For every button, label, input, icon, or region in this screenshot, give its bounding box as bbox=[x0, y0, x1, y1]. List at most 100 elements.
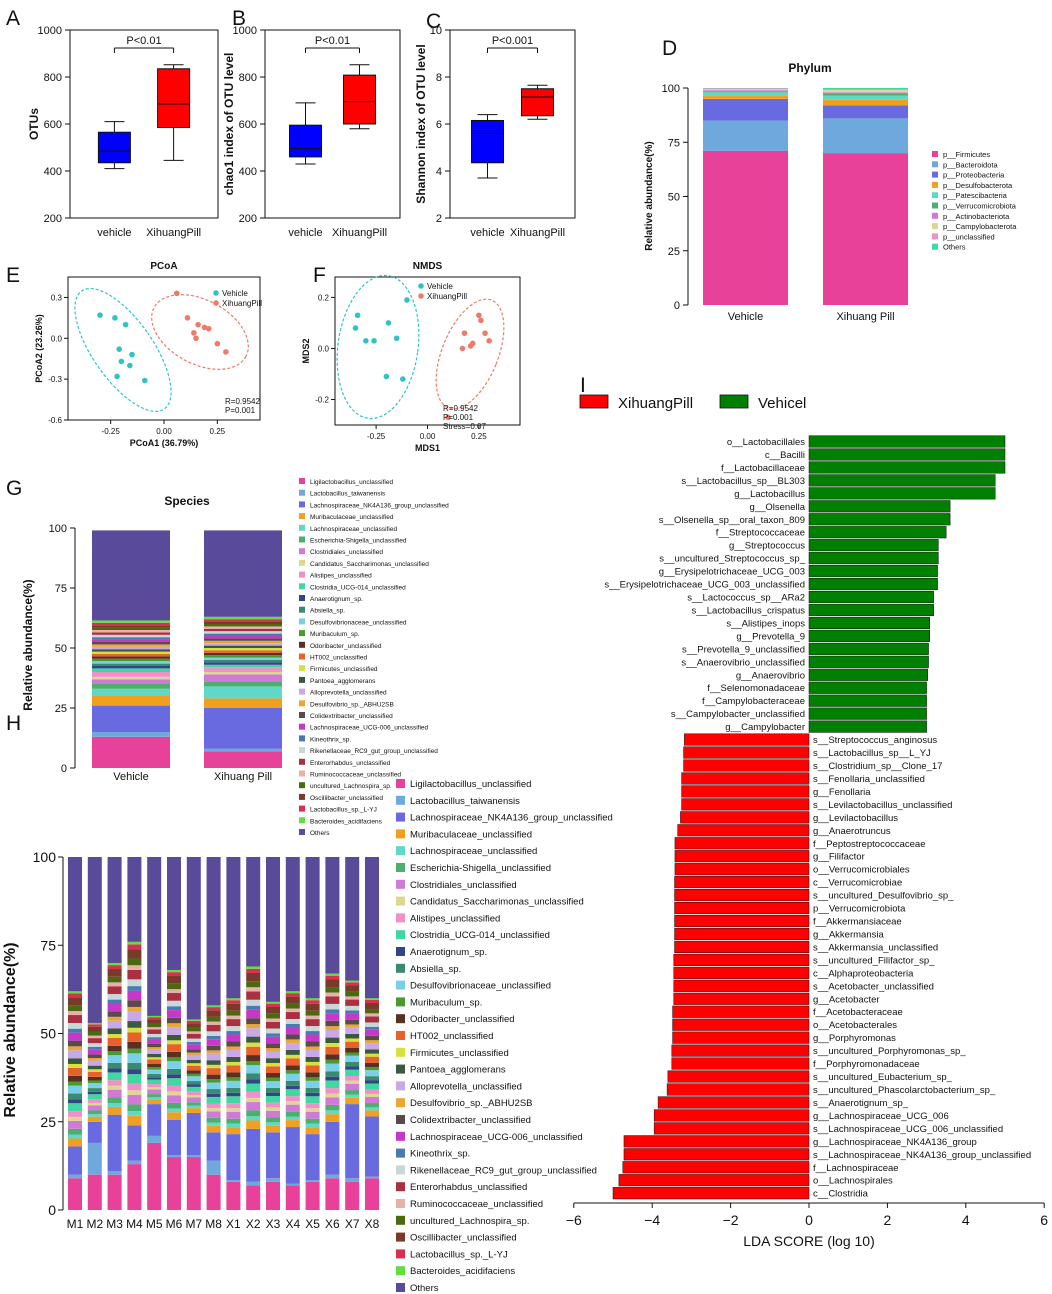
panel-g-legend-label: uncultured_Lachnospira_sp. bbox=[310, 783, 392, 790]
panel-h-legend-marker bbox=[396, 812, 405, 822]
panel-h-bar-segment bbox=[68, 1085, 82, 1094]
panel-h-bar-segment bbox=[285, 1054, 300, 1059]
panel-h-bar-segment bbox=[87, 1046, 102, 1050]
panel-h-bar-segment bbox=[365, 1083, 379, 1090]
panel-h-bar-segment bbox=[365, 1022, 379, 1027]
panel-h-bar-segment bbox=[147, 1033, 162, 1038]
panel-g-bar-segment bbox=[204, 633, 282, 636]
panel-h-bar-segment bbox=[147, 1019, 162, 1024]
panel-g-bar-segment bbox=[204, 628, 282, 632]
panel-h-bar-segment bbox=[167, 976, 181, 984]
panel-h-bar-segment bbox=[305, 1103, 320, 1109]
panel-h-bar-segment bbox=[186, 1081, 201, 1085]
panel-h-bar-segment bbox=[147, 1059, 162, 1065]
panel-e-ytick-label: -0.2 bbox=[315, 395, 329, 404]
panel-d-point-vehicle bbox=[116, 346, 122, 352]
panel-h-bar-segment bbox=[285, 1058, 300, 1066]
panel-h-bar-segment bbox=[87, 1114, 102, 1117]
panel-h-bar-segment bbox=[127, 944, 142, 950]
panel-h-bar-segment bbox=[246, 1005, 261, 1010]
panel-f-bar-segment bbox=[823, 95, 908, 100]
panel-h-bar-segment bbox=[226, 1056, 241, 1062]
panel-h-xtick-label: X7 bbox=[345, 1217, 360, 1231]
panel-g-legend-marker bbox=[299, 489, 305, 496]
panel-h-legend-label: Kineothrix_sp. bbox=[410, 1149, 470, 1160]
panel-g-legend-label: Clostridiales_unclassified bbox=[310, 549, 383, 556]
panel-h-bar-segment bbox=[68, 1099, 82, 1104]
panel-i-xtick-label: −2 bbox=[723, 1212, 739, 1228]
panel-h-bar-segment bbox=[186, 1102, 201, 1106]
panel-h-bar-segment bbox=[186, 1033, 201, 1039]
panel-h-bar-segment bbox=[206, 1103, 221, 1109]
panel-h-xtick-label: M8 bbox=[205, 1217, 222, 1231]
panel-h-bar-segment bbox=[68, 1103, 82, 1112]
panel-i-bar-pill bbox=[672, 1031, 810, 1044]
panel-g-bar-segment bbox=[204, 640, 282, 644]
panel-h-bar-segment bbox=[206, 1010, 221, 1017]
panel-f-bar-segment bbox=[703, 91, 788, 93]
panel-g-bar-segment bbox=[204, 621, 282, 624]
panel-h-bar-segment bbox=[167, 1010, 181, 1018]
panel-h-legend-label: Others bbox=[410, 1283, 439, 1294]
panel-h-bar-segment bbox=[325, 1013, 340, 1021]
panel-h-legend-marker bbox=[396, 846, 405, 856]
panel-c-ytick-label: 8 bbox=[436, 72, 442, 84]
panel-g-bar-segment bbox=[92, 656, 170, 659]
panel-d-point-vehicle bbox=[114, 373, 120, 380]
panel-h-bar-segment bbox=[266, 1077, 280, 1082]
panel-h-xtick-label: M7 bbox=[185, 1217, 202, 1231]
panel-g-ytick-label: 100 bbox=[49, 523, 67, 535]
panel-h-legend-marker bbox=[396, 997, 405, 1007]
panel-b-ytick-label: 600 bbox=[239, 119, 257, 131]
panel-g-legend-marker bbox=[299, 817, 305, 824]
panel-e-legend-marker bbox=[418, 293, 424, 299]
panel-h-legend-marker bbox=[396, 963, 405, 973]
panel-h-bar-segment bbox=[226, 1031, 241, 1035]
panel-e-legend-marker bbox=[418, 283, 424, 289]
panel-h-bar-segment bbox=[167, 1078, 181, 1086]
panel-h-bar-segment-others bbox=[167, 857, 181, 970]
panel-f-bar-segment bbox=[703, 92, 788, 96]
panel-h-bar-segment bbox=[226, 1061, 241, 1066]
panel-i-bar-pill bbox=[683, 746, 810, 759]
panel-i-bar-label: f__Porphyromonadaceae bbox=[813, 1059, 920, 1070]
panel-h-bar-segment bbox=[206, 1132, 221, 1161]
panel-i-bar-label: s__Levilactobacillus_unclassified bbox=[813, 800, 952, 811]
panel-h-bar-segment bbox=[305, 1034, 320, 1042]
panel-h-bar-segment bbox=[87, 1049, 102, 1055]
panel-g-legend-label: Enterorhabdus_unclassified bbox=[310, 760, 391, 767]
panel-g-legend-label: Clostridia_UCG-014_unclassified bbox=[310, 584, 406, 591]
panel-i-bar-pill bbox=[653, 1122, 810, 1135]
panel-d-ytick-label: 0.0 bbox=[51, 334, 63, 343]
panel-h-bar-segment bbox=[226, 1010, 241, 1016]
panel-d-title: PCoA bbox=[150, 261, 177, 272]
panel-d-xtick-label: -0.25 bbox=[102, 427, 121, 436]
panel-h-bar-segment bbox=[345, 1104, 360, 1179]
panel-h-xtick-label: X2 bbox=[246, 1217, 261, 1231]
panel-h-bar-segment bbox=[325, 1178, 340, 1210]
panel-h-bar-segment bbox=[107, 1097, 122, 1104]
panel-h-bar-segment bbox=[325, 1009, 340, 1014]
panel-i-bar-pill bbox=[653, 1109, 810, 1122]
panel-letter-g: G bbox=[6, 477, 22, 500]
panel-g-bar-segment bbox=[204, 648, 282, 651]
panel-i-bar-label: s__Lactobacillus_sp__BL303 bbox=[681, 476, 805, 487]
panel-letter-e: E bbox=[6, 264, 20, 287]
panel-h-bar-segment bbox=[285, 1003, 300, 1009]
panel-h-bar-segment bbox=[147, 1089, 162, 1095]
panel-h-bar-segment bbox=[206, 1160, 221, 1175]
panel-i-bar-label: c__Alphaproteobacteria bbox=[813, 968, 914, 979]
panel-i-bar-pill bbox=[674, 863, 810, 876]
panel-a-pvalue: P<0.01 bbox=[126, 35, 161, 47]
panel-h-bar-segment bbox=[266, 1122, 280, 1126]
panel-h-bar-segment bbox=[127, 1048, 142, 1054]
panel-h-bar-segment bbox=[127, 1027, 142, 1033]
panel-g-bar-segment bbox=[204, 674, 282, 682]
panel-i-bar-label: f__Selenomonadaceae bbox=[707, 683, 805, 694]
panel-g-legend-label: Oscillibacter_unclassified bbox=[310, 795, 383, 802]
panel-h-bar-segment bbox=[147, 1087, 162, 1090]
panel-g-bar-segment bbox=[204, 748, 282, 752]
panel-g-legend-marker bbox=[299, 747, 305, 754]
panel-h-legend-label: Alloprevotella_unclassified bbox=[410, 1081, 522, 1092]
panel-f-legend-label: p__Bacteroidota bbox=[943, 160, 998, 169]
